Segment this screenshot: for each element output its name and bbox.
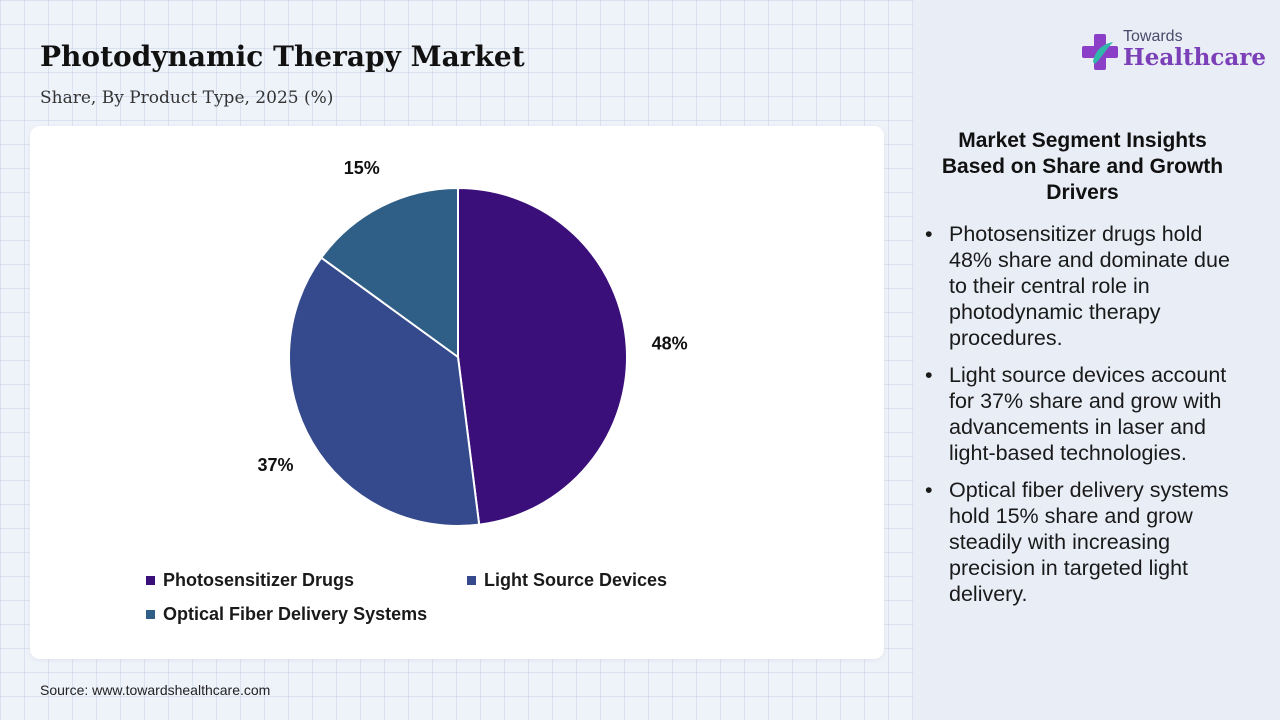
pie-slice-light-source-devices <box>288 256 481 527</box>
legend-swatch <box>146 610 155 619</box>
insights-list: • Photosensitizer drugs hold 48% share a… <box>925 221 1245 618</box>
legend-label: Photosensitizer Drugs <box>163 570 355 590</box>
insights-panel: Towards Healthcare Market Segment Insigh… <box>913 0 1280 720</box>
insight-text: Optical fiber delivery systems hold 15% … <box>949 478 1229 606</box>
logo-text-healthcare: Healthcare <box>1123 44 1267 71</box>
pie-slice-photosensitizer-drugs <box>457 186 628 526</box>
legend-item: Light Source Devices <box>467 570 667 591</box>
legend-label: Optical Fiber Delivery Systems <box>163 604 428 624</box>
slice-value-label: 37% <box>258 455 294 475</box>
bullet-icon: • <box>925 478 933 502</box>
chart-card: 48% 37% 15% Photosensitizer Drugs Light Sou… <box>30 126 884 659</box>
chart-subtitle: Share, By Product Type, 2025 (%) <box>40 88 334 108</box>
legend-item: Photosensitizer Drugs <box>146 570 354 591</box>
insights-heading: Market Segment Insights Based on Share a… <box>941 129 1224 204</box>
legend-swatch <box>146 576 155 585</box>
slice-value-label: 15% <box>344 158 380 178</box>
source-note: Source: www.towardshealthcare.com <box>40 682 271 698</box>
insight-item: • Optical fiber delivery systems hold 15… <box>925 477 1245 607</box>
legend-label: Light Source Devices <box>484 570 668 590</box>
insight-text: Light source devices account for 37% sha… <box>949 363 1227 465</box>
logo-text-towards: Towards <box>1123 28 1183 45</box>
bullet-icon: • <box>925 363 933 387</box>
insight-item: • Photosensitizer drugs hold 48% share a… <box>925 221 1245 351</box>
page-title: Photodynamic Therapy Market <box>40 40 525 73</box>
bullet-icon: • <box>925 222 933 246</box>
legend-swatch <box>467 576 476 585</box>
brand-logo: Towards Healthcare <box>1081 28 1266 78</box>
pie-chart: 48% 37% 15% <box>258 158 688 527</box>
slice-value-label: 48% <box>652 334 688 354</box>
pie-slice-optical-fiber-delivery-systems <box>319 186 459 359</box>
insight-item: • Light source devices account for 37% s… <box>925 362 1245 466</box>
insight-text: Photosensitizer drugs hold 48% share and… <box>949 222 1230 350</box>
legend-item: Optical Fiber Delivery Systems <box>146 604 427 625</box>
medical-cross-icon <box>1082 34 1118 70</box>
